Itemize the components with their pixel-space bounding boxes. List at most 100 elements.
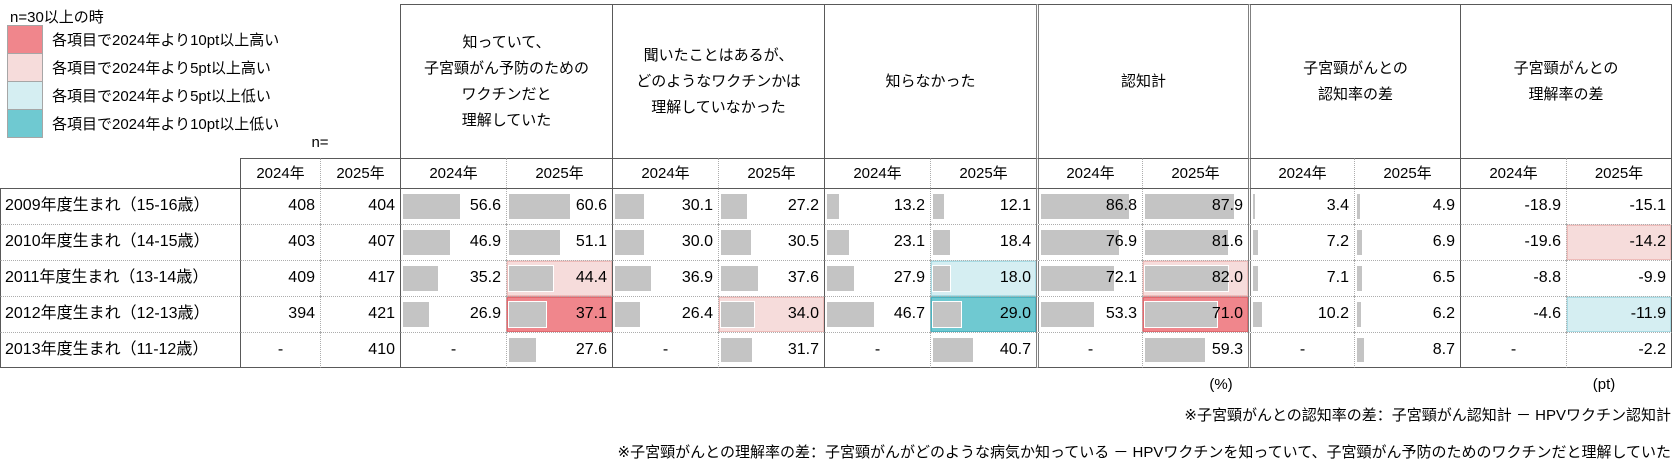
value-cell: 37.6 — [718, 260, 824, 296]
value-cell: 60.6 — [506, 188, 612, 224]
value-text: 46.7 — [893, 305, 925, 322]
year-header-cell: 2025年 — [930, 158, 1036, 188]
data-bar — [508, 337, 537, 363]
data-bar — [1040, 301, 1095, 328]
legend-item: 各項目で2024年より5pt以上高い — [7, 53, 279, 82]
data-bar — [614, 193, 645, 220]
column-group-label: 子宮頸がんとの 認知率の差 — [1303, 59, 1408, 103]
value-cell: 6.5 — [1354, 260, 1460, 296]
value-cell: 27.2 — [718, 188, 824, 224]
n-value-cell: 404 — [320, 188, 400, 224]
footnote-understanding-diff: ※子宮頸がんとの理解率の差：子宮頸がんがどのような病気か知っている － HPVワ… — [617, 444, 1671, 461]
data-bar — [508, 265, 554, 292]
data-bar — [1356, 193, 1361, 220]
value-cell: 37.1 — [506, 296, 612, 332]
data-bar — [402, 301, 430, 328]
data-bar — [1144, 337, 1206, 363]
data-bar — [1144, 301, 1218, 328]
value-text: 87.9 — [1211, 197, 1243, 214]
legend-item-label: 各項目で2024年より5pt以上高い — [52, 60, 271, 77]
value-text: 27.6 — [575, 341, 607, 358]
value-cell: 34.0 — [718, 296, 824, 332]
value-cell: 7.2 — [1248, 224, 1354, 260]
data-bar — [402, 229, 451, 256]
data-bar — [826, 229, 850, 256]
value-cell: 10.2 — [1248, 296, 1354, 332]
year-header-cell: 2025年 — [1142, 158, 1248, 188]
value-text: - — [1510, 341, 1517, 358]
value-text: 30.0 — [681, 233, 713, 250]
data-bar — [508, 229, 561, 256]
data-bar — [1356, 265, 1363, 292]
legend-title: n=30以上の時 — [10, 9, 104, 26]
value-cell: 13.2 — [824, 188, 930, 224]
value-cell: -9.9 — [1566, 260, 1672, 296]
column-group-header: 認知計 — [1036, 4, 1248, 158]
value-text: 37.1 — [575, 305, 607, 322]
column-group-header: 子宮頸がんとの 認知率の差 — [1248, 4, 1460, 158]
value-cell: -2.2 — [1566, 332, 1672, 368]
data-bar — [1040, 229, 1120, 256]
data-bar — [720, 265, 759, 292]
legend: 各項目で2024年より10pt以上高い 各項目で2024年より5pt以上高い 各項目… — [7, 25, 279, 138]
data-bar — [1356, 301, 1362, 328]
value-cell: -15.1 — [1566, 188, 1672, 224]
legend-item-label: 各項目で2024年より10pt以上低い — [52, 116, 280, 133]
year-header-cell: 2024年 — [824, 158, 930, 188]
data-bar — [1252, 229, 1259, 256]
value-cell: - — [1248, 332, 1354, 368]
value-text: -2.2 — [1638, 341, 1666, 358]
value-cell: 30.1 — [612, 188, 718, 224]
value-cell: -4.6 — [1460, 296, 1566, 332]
value-cell: - — [1036, 332, 1142, 368]
value-text: 46.9 — [469, 233, 501, 250]
year-header-cell: 2025年 — [1354, 158, 1460, 188]
value-cell: 51.1 — [506, 224, 612, 260]
value-text: 10.2 — [1317, 305, 1349, 322]
footnote-awareness-diff: ※子宮頸がんとの認知率の差：子宮頸がん認知計 － HPVワクチン認知計 — [1184, 407, 1671, 424]
value-cell: -14.2 — [1566, 224, 1672, 260]
value-cell: 46.9 — [400, 224, 506, 260]
legend-item: 各項目で2024年より10pt以上低い — [7, 109, 279, 138]
data-bar — [1040, 193, 1130, 220]
column-group-label: 知らなかった — [885, 72, 976, 90]
value-text: 3.4 — [1326, 197, 1349, 214]
value-text: -8.8 — [1533, 269, 1561, 286]
value-text: 71.0 — [1211, 305, 1243, 322]
row-label-cell: 2010年度生まれ（14-15歳） — [0, 224, 240, 260]
value-cell: 27.6 — [506, 332, 612, 368]
legend-swatch — [7, 25, 43, 54]
value-text: 18.4 — [999, 233, 1031, 250]
value-cell: 59.3 — [1142, 332, 1248, 368]
column-group-label: 認知計 — [1120, 72, 1166, 90]
data-bar — [508, 301, 547, 328]
data-bar — [1252, 265, 1259, 292]
value-cell: - — [1460, 332, 1566, 368]
data-bar — [932, 337, 974, 363]
value-text: 4.9 — [1432, 197, 1455, 214]
data-bar — [614, 265, 652, 292]
value-cell: 31.7 — [718, 332, 824, 368]
column-group-label: 聞いたことはあるが、 どのようなワクチンかは 理解していなかった — [636, 46, 801, 116]
value-text: 26.9 — [469, 305, 501, 322]
data-bar — [720, 301, 755, 328]
value-cell: 76.9 — [1036, 224, 1142, 260]
data-bar — [720, 229, 752, 256]
value-cell: 44.4 — [506, 260, 612, 296]
data-bar — [1144, 265, 1229, 292]
value-text: 6.5 — [1432, 269, 1455, 286]
legend-item-label: 各項目で2024年より5pt以上低い — [52, 88, 271, 105]
data-bar — [508, 193, 571, 220]
value-text: 81.6 — [1211, 233, 1243, 250]
value-text: 23.1 — [893, 233, 925, 250]
column-group-label: 子宮頸がんとの 理解率の差 — [1513, 59, 1619, 103]
n-value-cell: 407 — [320, 224, 400, 260]
value-text: 8.7 — [1432, 341, 1455, 358]
value-text: 51.1 — [575, 233, 607, 250]
value-text: 12.1 — [999, 197, 1031, 214]
value-text: 27.2 — [787, 197, 819, 214]
row-label-cell: 2011年度生まれ（13-14歳） — [0, 260, 240, 296]
column-group-header: 知らなかった — [824, 4, 1036, 158]
data-bar — [932, 265, 951, 292]
value-cell: 26.4 — [612, 296, 718, 332]
